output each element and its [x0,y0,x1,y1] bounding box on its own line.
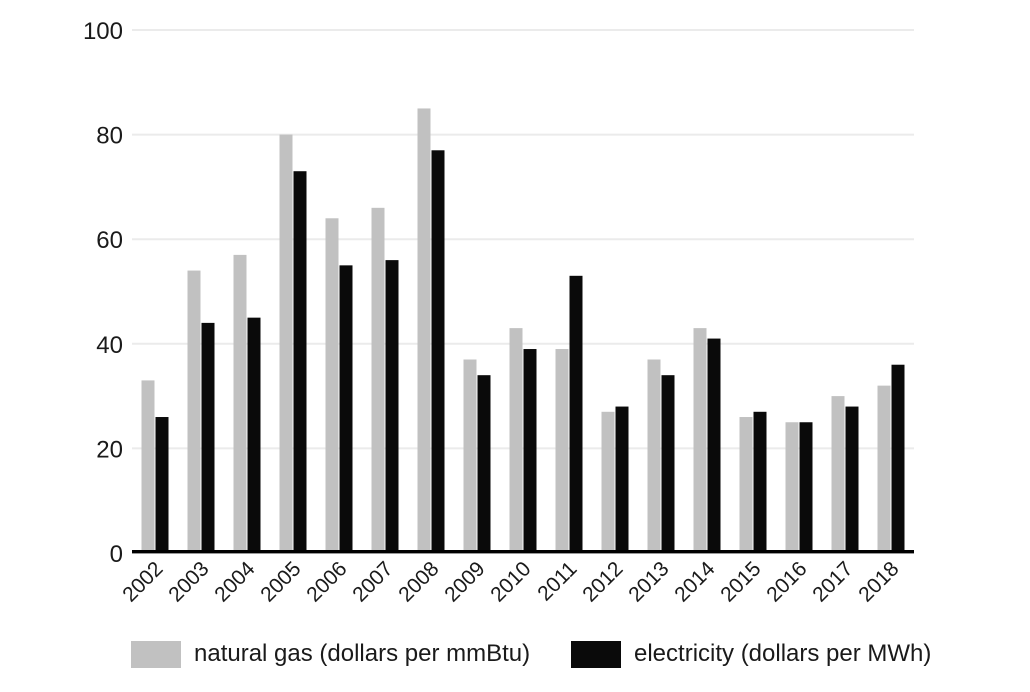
bar-2010-natural-gas [509,328,523,553]
y-tick-label-80: 80 [96,123,123,150]
x-tick-label-2008: 2008 [394,557,443,606]
bar-2007-electricity [385,260,399,553]
bar-2008-natural-gas [417,108,431,553]
bar-2004-natural-gas [233,254,247,553]
y-tick-label-20: 20 [96,436,123,463]
bar-2008-electricity [431,150,445,554]
bar-2009-electricity [477,375,491,553]
bar-2016-electricity [799,422,813,553]
bar-2005-electricity [293,171,307,553]
x-tick-label-2016: 2016 [762,557,811,606]
bar-2017-natural-gas [831,396,845,553]
x-axis-line [132,550,914,554]
x-tick-label-2018: 2018 [854,557,903,606]
chart-legend: natural gas (dollars per mmBtu) electric… [0,640,1030,680]
x-tick-label-2009: 2009 [440,557,489,606]
y-tick-label-0: 0 [110,541,123,568]
legend-item-electricity: electricity (dollars per MWh) [571,640,931,668]
y-tick-label-40: 40 [96,332,123,359]
bar-2006-electricity [339,265,353,553]
x-tick-label-2010: 2010 [486,557,535,606]
x-tick-label-2011: 2011 [533,557,581,605]
bar-2011-electricity [569,275,583,553]
bar-2006-natural-gas [325,218,339,553]
bar-2011-natural-gas [555,349,569,553]
bar-2005-natural-gas [279,134,293,553]
x-tick-label-2014: 2014 [670,557,720,607]
x-tick-label-2004: 2004 [210,557,260,607]
bar-2004-electricity [247,317,261,553]
legend-label-electricity: electricity (dollars per MWh) [634,640,932,667]
bar-2014-electricity [707,338,721,553]
x-tick-label-2017: 2017 [808,557,857,606]
bar-2016-natural-gas [785,422,799,553]
x-tick-label-2005: 2005 [256,557,305,606]
bar-2010-electricity [523,349,537,553]
bar-2018-natural-gas [877,385,891,553]
bar-2003-electricity [201,322,215,553]
x-tick-label-2007: 2007 [348,557,397,606]
grouped-bar-chart: 0 20 40 60 80 100 2002200320042005200620072008… [83,18,914,607]
bar-2014-natural-gas [693,328,707,553]
bar-2017-electricity [845,406,859,553]
x-tick-label-2003: 2003 [164,557,213,606]
bar-2003-natural-gas [187,270,201,553]
x-tick-label-2013: 2013 [624,557,673,606]
x-tick-label-2012: 2012 [578,557,627,606]
bar-2012-natural-gas [601,411,615,553]
bar-2015-natural-gas [739,417,753,553]
x-tick-label-2006: 2006 [302,557,351,606]
y-tick-label-100: 100 [83,18,123,45]
bar-2002-natural-gas [141,380,155,553]
legend-item-natural-gas: natural gas (dollars per mmBtu) [131,640,530,668]
bar-2009-natural-gas [463,359,477,553]
bar-2007-natural-gas [371,207,385,553]
bar-2012-electricity [615,406,629,553]
bar-2013-natural-gas [647,359,661,553]
bar-2018-electricity [891,364,905,553]
x-tick-label-2002: 2002 [118,557,167,606]
bar-2013-electricity [661,375,675,553]
bar-2002-electricity [155,417,169,553]
legend-swatch-natural-gas [131,640,181,668]
legend-label-natural-gas: natural gas (dollars per mmBtu) [194,640,531,667]
legend-swatch-electricity [571,640,621,668]
bar-2015-electricity [753,411,767,553]
x-tick-label-2015: 2015 [716,557,765,606]
y-tick-label-60: 60 [96,227,123,254]
